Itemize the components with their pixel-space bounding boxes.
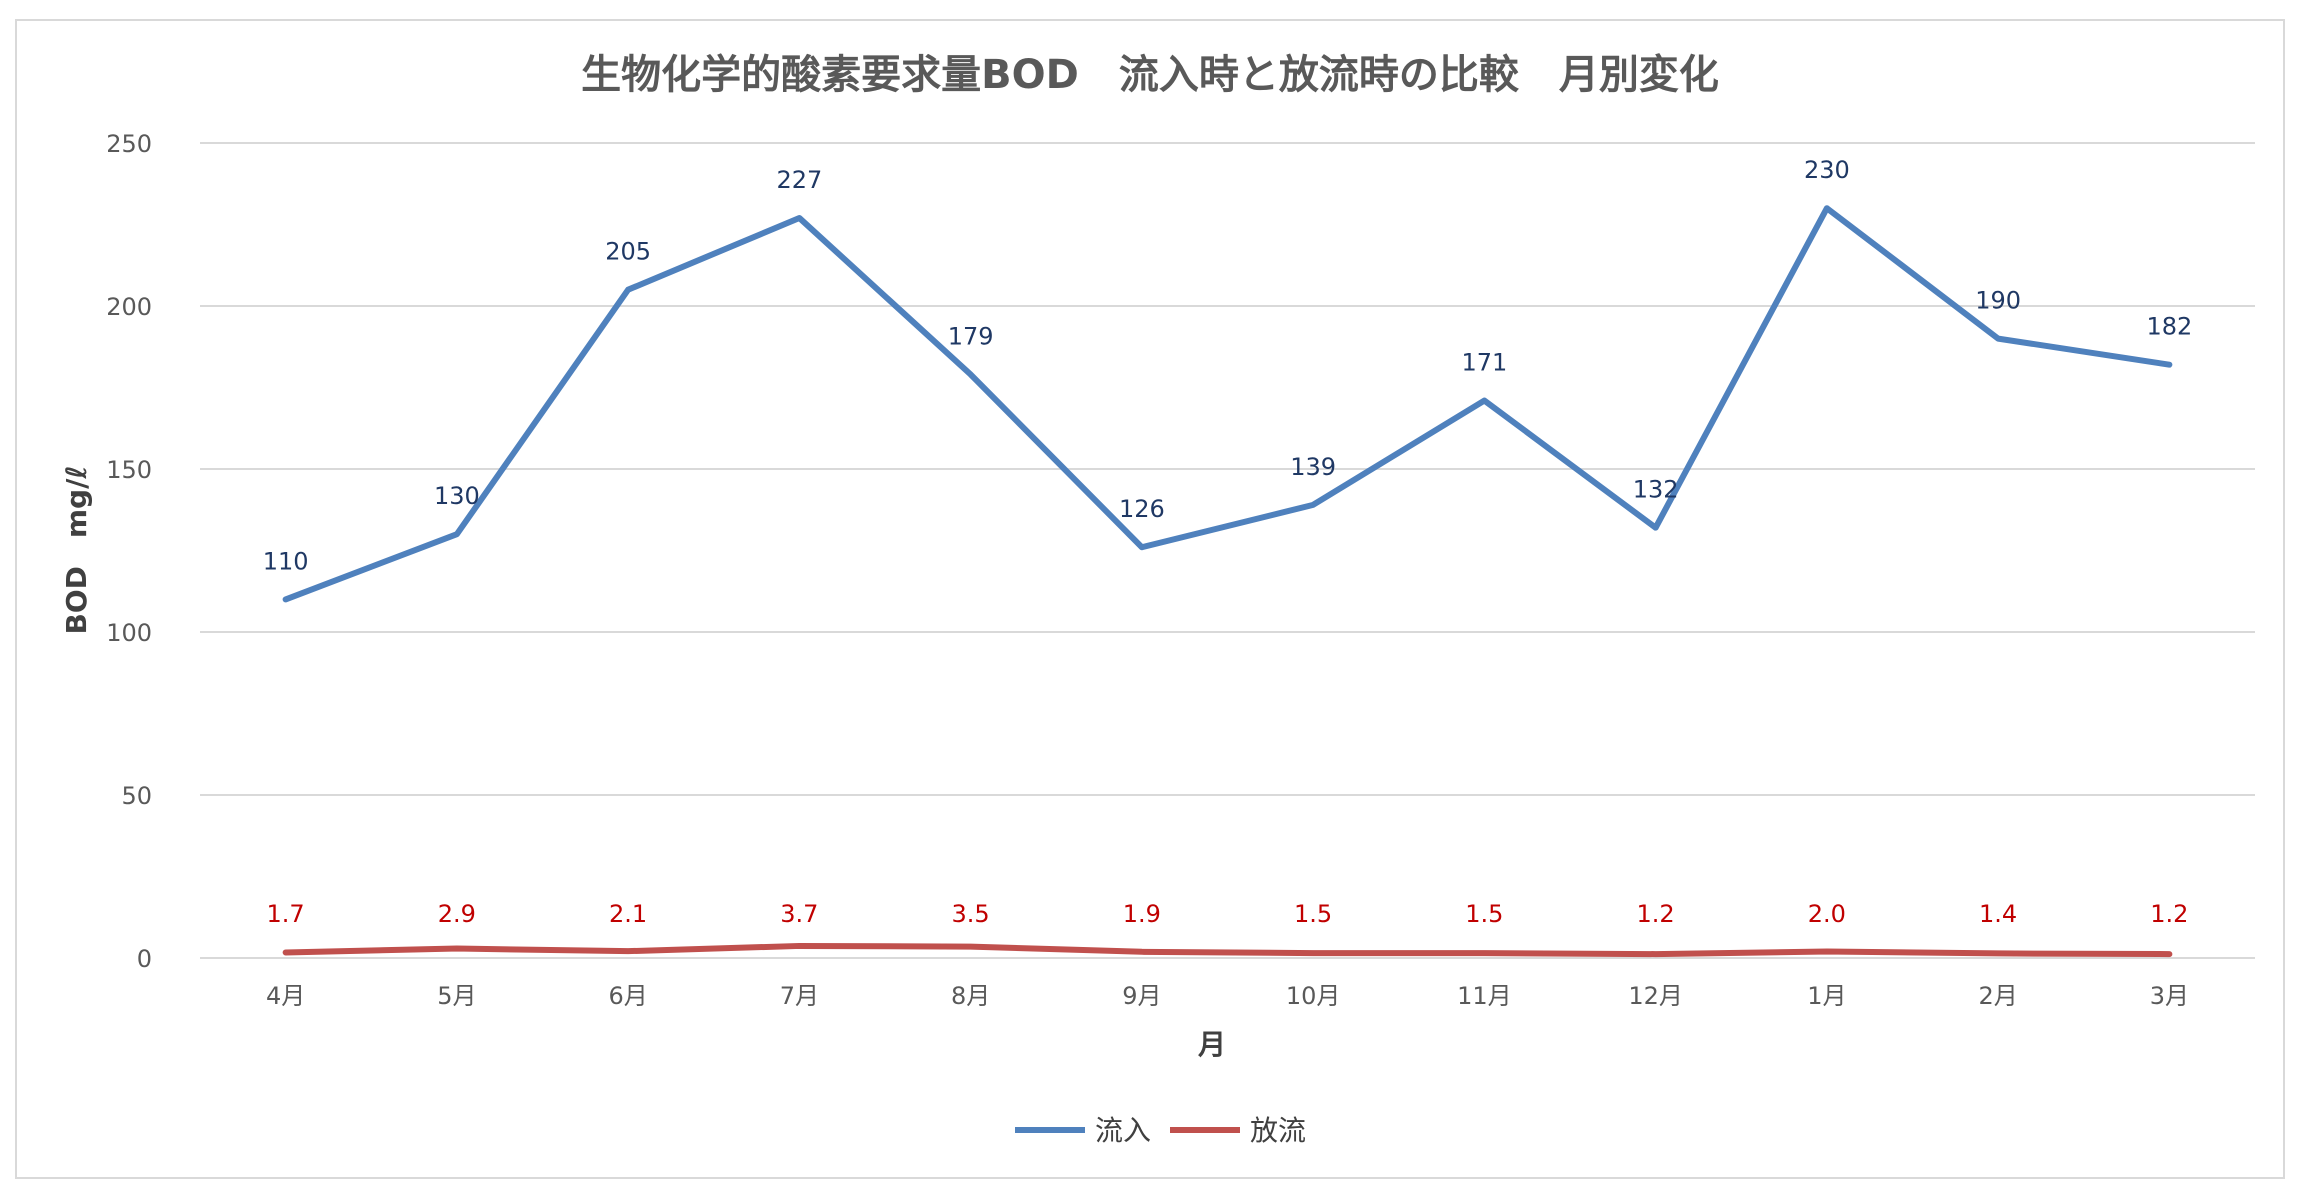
y-tick-label: 200 — [106, 293, 152, 321]
data-label: 2.9 — [438, 900, 476, 928]
y-tick-label: 0 — [137, 945, 152, 973]
x-tick-label: 10月 — [1286, 982, 1341, 1010]
data-label: 1.9 — [1123, 900, 1161, 928]
data-label: 1.2 — [2150, 900, 2188, 928]
data-label: 205 — [605, 238, 651, 266]
y-tick-label: 150 — [106, 456, 152, 484]
legend-label: 流入 — [1095, 1114, 1151, 1147]
data-label: 230 — [1804, 156, 1850, 184]
x-tick-label: 5月 — [437, 982, 476, 1010]
data-label: 3.7 — [780, 900, 818, 928]
x-tick-label: 3月 — [2150, 982, 2189, 1010]
x-tick-label: 12月 — [1628, 982, 1683, 1010]
x-tick-label: 6月 — [608, 982, 647, 1010]
data-label: 1.2 — [1637, 900, 1675, 928]
data-label: 139 — [1290, 453, 1336, 481]
data-label: 126 — [1119, 495, 1165, 523]
x-tick-label: 11月 — [1457, 982, 1512, 1010]
y-axis-title: BOD mg/ℓ — [60, 465, 93, 634]
data-label: 1.4 — [1979, 900, 2017, 928]
data-label: 132 — [1633, 476, 1679, 504]
data-label: 1.7 — [267, 900, 305, 928]
data-label: 190 — [1975, 287, 2021, 315]
x-tick-label: 2月 — [1978, 982, 2017, 1010]
x-axis-title: 月 — [1197, 1028, 1226, 1061]
legend-label: 放流 — [1250, 1114, 1306, 1147]
y-tick-label: 50 — [121, 782, 152, 810]
data-label: 3.5 — [952, 900, 990, 928]
data-label: 2.1 — [609, 900, 647, 928]
data-label: 182 — [2146, 313, 2192, 341]
x-tick-label: 8月 — [951, 982, 990, 1010]
data-label: 2.0 — [1808, 900, 1846, 928]
y-tick-label: 100 — [106, 619, 152, 647]
x-tick-label: 9月 — [1122, 982, 1161, 1010]
data-label: 130 — [434, 482, 480, 510]
data-label: 227 — [776, 166, 822, 194]
y-tick-label: 250 — [106, 130, 152, 158]
chart-title: 生物化学的酸素要求量BOD 流入時と放流時の比較 月別変化 — [581, 52, 1719, 98]
x-tick-label: 4月 — [266, 982, 305, 1010]
data-label: 1.5 — [1465, 900, 1503, 928]
data-label: 110 — [263, 547, 309, 575]
x-tick-label: 1月 — [1807, 982, 1846, 1010]
x-tick-label: 7月 — [780, 982, 819, 1010]
data-label: 1.5 — [1294, 900, 1332, 928]
data-label: 171 — [1461, 349, 1507, 377]
data-label: 179 — [948, 322, 994, 350]
